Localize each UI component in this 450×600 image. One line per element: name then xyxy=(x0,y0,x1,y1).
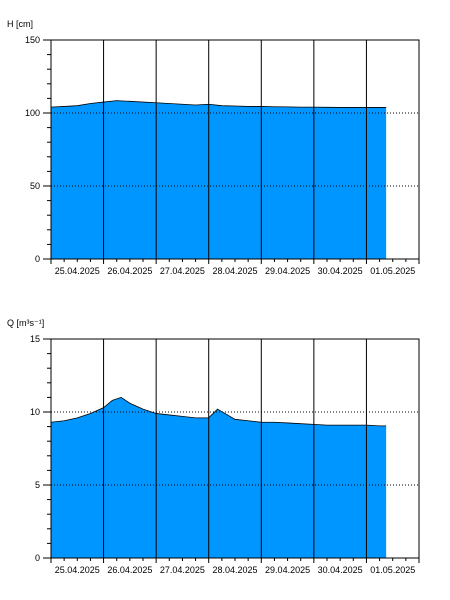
x-tick-label: 30.04.2025 xyxy=(318,266,363,276)
x-tick-label: 01.05.2025 xyxy=(370,266,415,276)
x-tick-label: 25.04.2025 xyxy=(55,565,100,575)
y-tick-label: 150 xyxy=(25,35,40,45)
x-tick-label: 25.04.2025 xyxy=(55,266,100,276)
x-tick-label: 29.04.2025 xyxy=(265,266,310,276)
x-tick-label: 01.05.2025 xyxy=(370,565,415,575)
x-tick-label: 26.04.2025 xyxy=(107,266,152,276)
y-tick-label: 5 xyxy=(35,480,40,490)
water-level-chart: H [cm] 0 50 100 150 25.04.2025 26.04.2025 27.04… xyxy=(7,19,420,276)
y-axis-label: Q [m³s⁻¹] xyxy=(7,318,44,328)
x-tick-label: 29.04.2025 xyxy=(265,565,310,575)
y-tick-label: 100 xyxy=(25,108,40,118)
x-tick-label: 26.04.2025 xyxy=(107,565,152,575)
y-tick-label: 50 xyxy=(30,181,40,191)
x-tick-label: 28.04.2025 xyxy=(212,565,257,575)
series-area xyxy=(51,397,387,558)
series-line xyxy=(50,100,387,108)
y-tick-label: 10 xyxy=(30,407,40,417)
x-tick-label: 30.04.2025 xyxy=(318,565,363,575)
y-axis-label: H [cm] xyxy=(7,19,33,29)
series-area xyxy=(51,100,387,259)
y-tick-label: 0 xyxy=(35,553,40,563)
x-tick-label: 27.04.2025 xyxy=(160,565,205,575)
y-tick-label: 15 xyxy=(30,334,40,344)
y-tick-label: 0 xyxy=(35,254,40,264)
series-line xyxy=(50,396,387,427)
discharge-chart: Q [m³s⁻¹] 0 5 10 15 25.04.2025 26.04.2025 27.04… xyxy=(7,318,420,575)
x-tick-label: 27.04.2025 xyxy=(160,266,205,276)
x-tick-label: 28.04.2025 xyxy=(212,266,257,276)
